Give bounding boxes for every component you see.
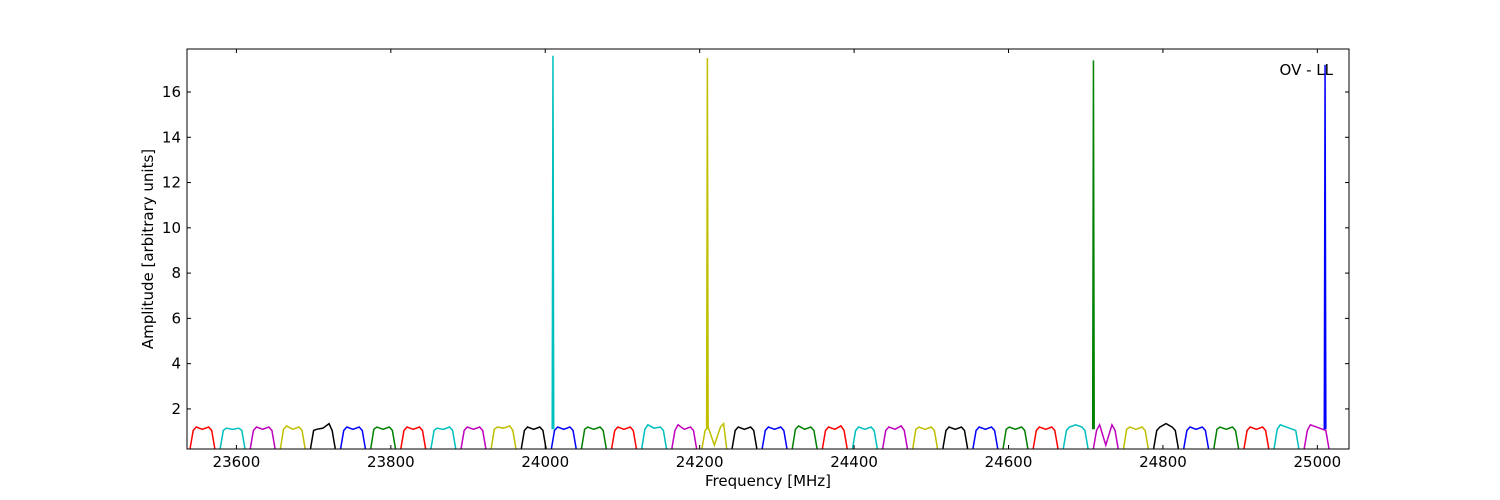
series-line: [1091, 60, 1095, 430]
series-line: [821, 424, 848, 449]
series-line: [219, 427, 246, 449]
series-line: [1183, 426, 1210, 449]
y-tick-label: 8: [171, 264, 181, 282]
series-line: [1243, 426, 1270, 449]
y-axis-label: Amplitude [arbitrary units]: [139, 149, 157, 349]
series-line: [520, 426, 547, 449]
series-line: [490, 425, 517, 449]
series-line: [189, 426, 216, 449]
x-tick-label: 24800: [1139, 453, 1187, 471]
series-line: [460, 426, 487, 449]
series-line: [1062, 423, 1089, 449]
x-tick-label: 24400: [830, 453, 878, 471]
series-line: [309, 422, 336, 449]
series-line: [550, 426, 577, 449]
series-line: [761, 426, 788, 449]
series-line: [1092, 422, 1119, 449]
series-line: [249, 426, 276, 449]
series-line: [942, 426, 969, 449]
series-line: [1323, 64, 1327, 430]
series-line: [791, 424, 818, 449]
series-line: [1213, 426, 1240, 449]
series-line: [1032, 426, 1059, 449]
series-line: [370, 426, 397, 449]
y-tick-label: 12: [162, 174, 181, 192]
series-line: [1273, 423, 1300, 449]
series-line: [912, 426, 939, 449]
series-line: [430, 426, 457, 449]
series-line: [610, 426, 638, 449]
x-tick-label: 25000: [1293, 453, 1341, 471]
y-tick-label: 16: [162, 83, 181, 101]
series-line: [641, 423, 668, 449]
x-tick-label: 23800: [367, 453, 415, 471]
series-line: [881, 424, 909, 449]
series-line: [551, 55, 555, 430]
annotation: OV - LL: [1280, 61, 1334, 79]
series-line: [1303, 423, 1330, 449]
series-line: [580, 426, 607, 449]
x-tick-label: 23600: [213, 453, 261, 471]
series-line: [1122, 426, 1149, 449]
series-line: [972, 426, 999, 449]
x-tick-label: 24600: [985, 453, 1033, 471]
series-line: [671, 423, 698, 449]
series-line: [339, 426, 367, 449]
series-line: [851, 426, 878, 449]
series-line: [701, 421, 728, 449]
x-axis-label: Frequency [MHz]: [705, 472, 831, 490]
series-line: [279, 424, 306, 449]
y-tick-label: 4: [171, 355, 181, 373]
y-tick-label: 14: [162, 128, 181, 146]
series-line: [400, 426, 427, 449]
series-line: [1152, 422, 1180, 449]
y-tick-label: 6: [171, 309, 181, 327]
series-line: [731, 426, 758, 449]
series-line: [705, 58, 709, 430]
series-line: [1002, 426, 1029, 449]
plot-lines: [189, 55, 1330, 449]
x-tick-label: 24200: [676, 453, 724, 471]
x-tick-label: 24000: [521, 453, 569, 471]
y-tick-label: 10: [162, 219, 181, 237]
plot-frame: [186, 48, 1350, 450]
y-tick-label: 2: [171, 400, 181, 418]
